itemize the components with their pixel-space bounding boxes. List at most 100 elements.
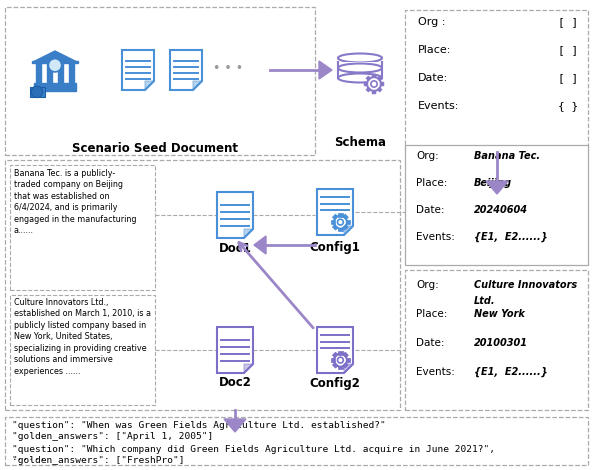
Text: 20100301: 20100301 (474, 338, 528, 348)
Polygon shape (343, 214, 349, 220)
Bar (405, 145, 588, 265)
Polygon shape (317, 189, 353, 235)
Polygon shape (364, 82, 368, 86)
Bar (5, 7, 315, 155)
Text: Place:: Place: (418, 45, 451, 55)
Polygon shape (331, 220, 335, 224)
Polygon shape (372, 74, 376, 78)
Text: Config1: Config1 (309, 242, 361, 254)
Bar (10, 165, 155, 290)
Text: Doc2: Doc2 (219, 376, 252, 390)
Polygon shape (486, 181, 508, 194)
Text: 20240604: 20240604 (474, 205, 528, 215)
Bar (58, 63, 63, 83)
Text: Date:: Date: (416, 338, 445, 348)
Text: [ ]: [ ] (558, 45, 578, 55)
Ellipse shape (338, 63, 382, 72)
Circle shape (31, 86, 43, 98)
Polygon shape (343, 352, 349, 358)
Text: Events:: Events: (418, 101, 460, 111)
Text: Place:: Place: (416, 309, 448, 319)
Polygon shape (366, 87, 371, 92)
Bar (405, 10, 588, 150)
Polygon shape (372, 90, 376, 94)
Polygon shape (145, 81, 154, 90)
Polygon shape (193, 81, 202, 90)
Text: Banana Tec. is a publicly-
traded company on Beijing
that was established on
6/4: Banana Tec. is a publicly- traded compan… (14, 169, 136, 235)
Polygon shape (244, 364, 253, 373)
Polygon shape (333, 352, 338, 358)
Text: {E1,  E2......}: {E1, E2......} (474, 367, 548, 377)
Polygon shape (331, 358, 335, 362)
Polygon shape (170, 50, 202, 90)
Polygon shape (380, 82, 384, 86)
Bar (30, 87, 45, 97)
Polygon shape (32, 51, 78, 63)
Text: • • •: • • • (213, 62, 243, 75)
Text: Date:: Date: (418, 73, 448, 83)
Bar (405, 270, 588, 410)
Polygon shape (343, 225, 349, 230)
Text: ......: ...... (12, 453, 46, 462)
Ellipse shape (338, 54, 382, 63)
Bar (32, 61, 78, 63)
Bar (69, 63, 73, 83)
Text: "golden_answers": ["FreshPro"]: "golden_answers": ["FreshPro"] (12, 456, 185, 465)
Polygon shape (346, 220, 349, 224)
Text: [ ]: [ ] (558, 17, 578, 27)
Text: Date:: Date: (416, 205, 445, 215)
Polygon shape (254, 236, 266, 254)
Polygon shape (319, 61, 332, 79)
Text: Config2: Config2 (309, 376, 361, 390)
Circle shape (48, 59, 61, 72)
Text: {E1,  E2......}: {E1, E2......} (474, 232, 548, 242)
Polygon shape (224, 419, 246, 432)
Polygon shape (338, 351, 343, 354)
Bar (10, 295, 155, 405)
Polygon shape (217, 327, 253, 373)
Text: "question": "When was Green Fields Agriculture Ltd. established?": "question": "When was Green Fields Agric… (12, 421, 386, 430)
Bar (47, 63, 52, 83)
Text: Org:: Org: (416, 280, 439, 290)
Ellipse shape (338, 73, 382, 83)
Text: Place:: Place: (416, 178, 448, 188)
Polygon shape (317, 327, 353, 373)
Polygon shape (377, 76, 382, 81)
Text: [ ]: [ ] (558, 73, 578, 83)
Polygon shape (344, 364, 353, 373)
Circle shape (337, 357, 343, 363)
Bar (34, 83, 76, 91)
Text: Events:: Events: (416, 232, 455, 242)
Polygon shape (346, 358, 349, 362)
Polygon shape (338, 213, 343, 217)
Polygon shape (366, 76, 371, 81)
Polygon shape (333, 214, 338, 220)
Polygon shape (338, 366, 343, 369)
Circle shape (337, 219, 343, 225)
Circle shape (371, 81, 377, 87)
Polygon shape (344, 226, 353, 235)
Text: Culture Innovators: Culture Innovators (474, 280, 577, 290)
Polygon shape (377, 87, 382, 92)
Polygon shape (333, 362, 338, 368)
Text: Org :: Org : (418, 17, 445, 27)
Text: Doc1: Doc1 (219, 242, 252, 254)
Bar (5, 417, 588, 465)
Circle shape (334, 216, 347, 228)
Text: "golden_answers": ["April 1, 2005"]: "golden_answers": ["April 1, 2005"] (12, 432, 213, 441)
Polygon shape (343, 362, 349, 368)
Text: New York: New York (474, 309, 525, 319)
Text: Org:: Org: (416, 151, 439, 161)
Text: Beijing: Beijing (474, 178, 512, 188)
Bar (5, 160, 400, 410)
Text: Scenario Seed Document: Scenario Seed Document (72, 141, 238, 155)
Bar (338, 62, 382, 82)
Polygon shape (244, 229, 253, 238)
Polygon shape (333, 225, 338, 230)
Text: Events:: Events: (416, 367, 455, 377)
Polygon shape (338, 227, 343, 231)
Text: Ltd.: Ltd. (474, 296, 496, 306)
Text: Culture Innovators Ltd.,
established on March 1, 2010, is a
publicly listed comp: Culture Innovators Ltd., established on … (14, 298, 151, 376)
Text: Schema: Schema (334, 135, 386, 149)
Polygon shape (217, 192, 253, 238)
